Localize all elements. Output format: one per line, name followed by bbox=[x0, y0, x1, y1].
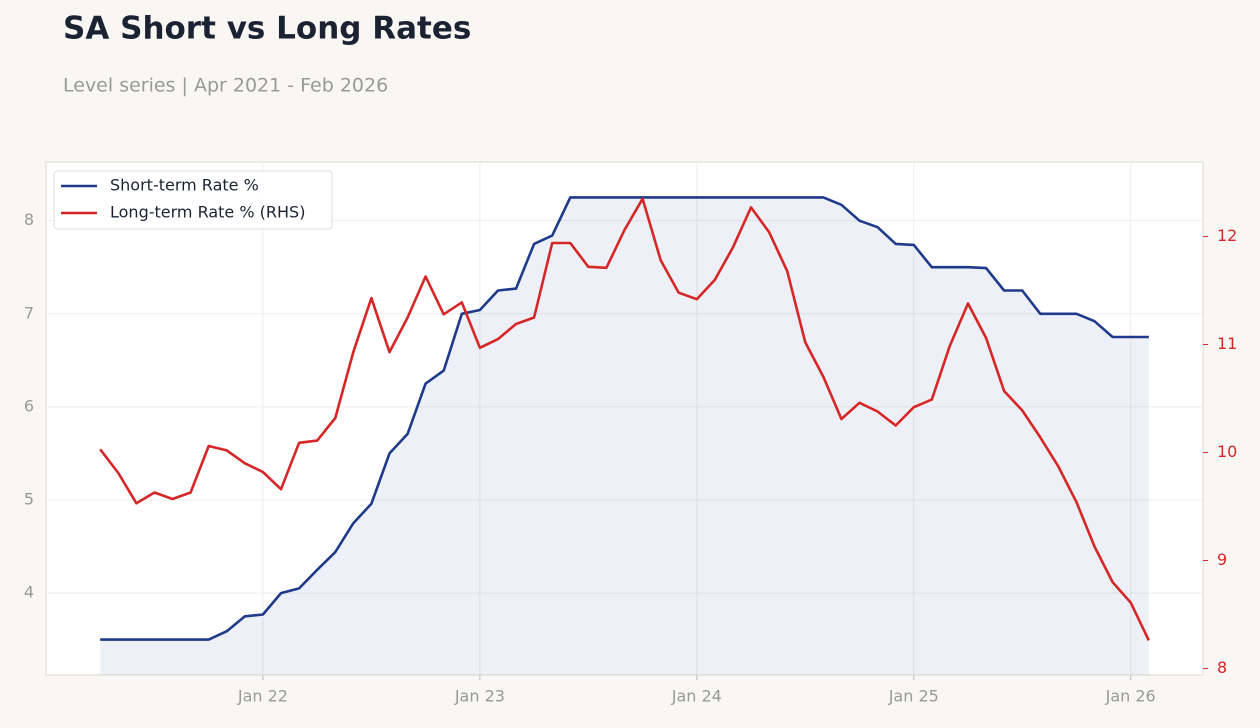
y2-tick-label: 12 bbox=[1217, 226, 1237, 245]
x-tick-label: Jan 26 bbox=[1105, 687, 1156, 706]
area-fill bbox=[100, 197, 1149, 675]
y-tick-label: 7 bbox=[24, 303, 34, 322]
y-tick-label: 6 bbox=[24, 396, 34, 415]
x-tick-label: Jan 22 bbox=[237, 687, 288, 706]
plot-area bbox=[45, 161, 1204, 676]
legend-box bbox=[53, 170, 333, 230]
x-tick-label: Jan 25 bbox=[888, 687, 939, 706]
y2-tick-label: 8 bbox=[1217, 658, 1227, 677]
line-series bbox=[99, 197, 1150, 641]
chart-subtitle: Level series | Apr 2021 - Feb 2026 bbox=[63, 75, 388, 97]
x-tick-label: Jan 24 bbox=[671, 687, 722, 706]
y-tick-label: 5 bbox=[24, 489, 34, 508]
line-series bbox=[100, 196, 1149, 641]
legend-label: Short-term Rate % bbox=[110, 176, 259, 195]
y2-tick-label: 11 bbox=[1217, 334, 1237, 353]
y2-tick-label: 9 bbox=[1217, 550, 1227, 569]
legend-label: Long-term Rate % (RHS) bbox=[110, 203, 305, 222]
y-tick-label: 8 bbox=[24, 210, 34, 229]
x-tick-label: Jan 23 bbox=[454, 687, 505, 706]
chart-title: SA Short vs Long Rates bbox=[63, 11, 471, 47]
y-tick-label: 4 bbox=[24, 583, 34, 602]
y2-tick-label: 10 bbox=[1217, 442, 1237, 461]
